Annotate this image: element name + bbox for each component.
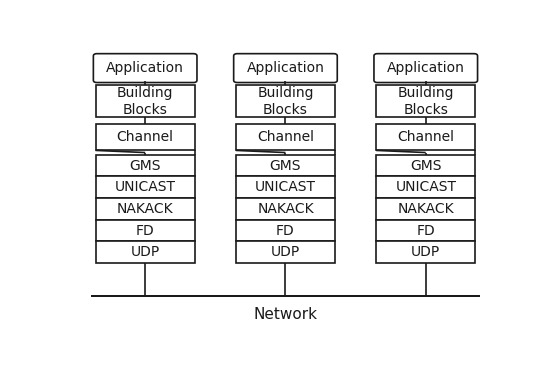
Text: NAKACK: NAKACK: [117, 202, 173, 216]
Bar: [376, 242, 476, 263]
FancyBboxPatch shape: [374, 54, 477, 82]
Text: Application: Application: [247, 61, 324, 75]
Bar: [236, 86, 335, 117]
Bar: [96, 86, 195, 117]
Bar: [376, 220, 476, 242]
Text: FD: FD: [276, 224, 295, 237]
Text: Building
Blocks: Building Blocks: [117, 86, 173, 117]
Text: Network: Network: [253, 308, 317, 322]
Text: NAKACK: NAKACK: [398, 202, 454, 216]
Bar: [96, 198, 195, 220]
Text: UNICAST: UNICAST: [395, 180, 456, 194]
Bar: [376, 198, 476, 220]
Text: GMS: GMS: [270, 159, 301, 172]
Bar: [376, 155, 476, 176]
Bar: [236, 220, 335, 242]
Bar: [236, 176, 335, 198]
Text: Building
Blocks: Building Blocks: [257, 86, 314, 117]
Text: FD: FD: [136, 224, 154, 237]
FancyBboxPatch shape: [234, 54, 338, 82]
Text: Channel: Channel: [257, 130, 314, 144]
Text: NAKACK: NAKACK: [257, 202, 314, 216]
Bar: [96, 124, 195, 150]
Text: UDP: UDP: [130, 245, 160, 259]
Text: Building
Blocks: Building Blocks: [398, 86, 454, 117]
Bar: [96, 220, 195, 242]
FancyBboxPatch shape: [94, 54, 197, 82]
Text: Channel: Channel: [397, 130, 455, 144]
Text: UDP: UDP: [411, 245, 441, 259]
Bar: [236, 124, 335, 150]
Text: UDP: UDP: [271, 245, 300, 259]
Text: UNICAST: UNICAST: [115, 180, 175, 194]
Text: UNICAST: UNICAST: [255, 180, 316, 194]
Bar: [96, 155, 195, 176]
Bar: [376, 176, 476, 198]
Text: GMS: GMS: [410, 159, 442, 172]
Text: FD: FD: [417, 224, 435, 237]
Bar: [96, 176, 195, 198]
Bar: [236, 242, 335, 263]
Text: Channel: Channel: [116, 130, 174, 144]
Bar: [376, 124, 476, 150]
Bar: [96, 242, 195, 263]
Bar: [376, 86, 476, 117]
Bar: [236, 155, 335, 176]
Text: GMS: GMS: [129, 159, 161, 172]
Text: Application: Application: [106, 61, 184, 75]
Bar: [236, 198, 335, 220]
Text: Application: Application: [387, 61, 465, 75]
